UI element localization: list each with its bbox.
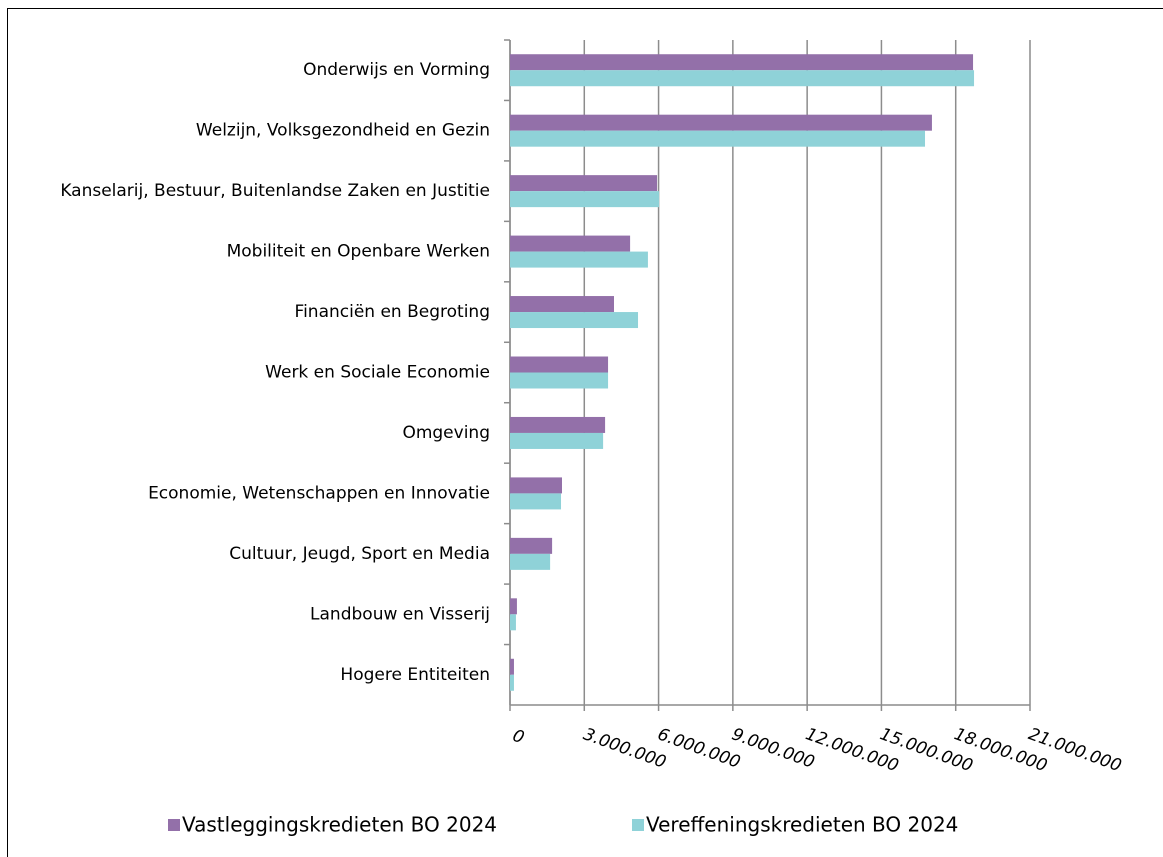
bar bbox=[510, 477, 562, 494]
bar bbox=[510, 251, 648, 268]
legend-swatch bbox=[168, 819, 180, 831]
bar bbox=[510, 537, 553, 554]
chart-border bbox=[7, 8, 1163, 857]
y-tick-label: Financiën en Begroting bbox=[295, 302, 490, 322]
bar bbox=[510, 553, 551, 570]
x-tick-label: 0 bbox=[510, 726, 527, 748]
bar bbox=[510, 130, 926, 147]
legend-swatch bbox=[632, 819, 644, 831]
bar bbox=[510, 598, 517, 615]
y-tick-label: Onderwijs en Vorming bbox=[303, 60, 490, 80]
bar bbox=[510, 296, 614, 313]
x-tick-label: 9.000.000 bbox=[729, 724, 817, 772]
bar bbox=[510, 312, 639, 329]
x-tick-label: 6.000.000 bbox=[655, 724, 743, 772]
y-tick-label: Cultuur, Jeugd, Sport en Media bbox=[229, 544, 490, 564]
y-tick-label: Kanselarij, Bestuur, Buitenlandse Zaken … bbox=[60, 181, 490, 201]
bar bbox=[510, 614, 516, 631]
bar bbox=[510, 114, 932, 131]
bar bbox=[510, 432, 604, 449]
bar bbox=[510, 54, 974, 71]
y-tick-label: Landbouw en Visserij bbox=[310, 604, 490, 624]
legend-label: Vastleggingskredieten BO 2024 bbox=[182, 813, 497, 837]
y-tick-label: Omgeving bbox=[402, 423, 490, 443]
bar bbox=[510, 191, 660, 208]
bar bbox=[510, 493, 562, 510]
legend-label: Vereffeningskredieten BO 2024 bbox=[646, 813, 958, 837]
bar bbox=[510, 175, 658, 192]
bar bbox=[510, 674, 514, 691]
y-tick-label: Hogere Entiteiten bbox=[340, 665, 490, 685]
bar bbox=[510, 416, 606, 433]
y-tick-label: Werk en Sociale Economie bbox=[265, 363, 490, 383]
bar bbox=[510, 372, 609, 389]
y-tick-label: Economie, Wetenschappen en Innovatie bbox=[148, 483, 490, 503]
bar bbox=[510, 70, 975, 87]
y-tick-label: Welzijn, Volksgezondheid en Gezin bbox=[196, 121, 490, 141]
x-tick-label: 3.000.000 bbox=[581, 724, 669, 772]
bar bbox=[510, 235, 631, 252]
bar bbox=[510, 658, 514, 675]
y-tick-label: Mobiliteit en Openbare Werken bbox=[227, 242, 490, 262]
bar bbox=[510, 356, 609, 373]
